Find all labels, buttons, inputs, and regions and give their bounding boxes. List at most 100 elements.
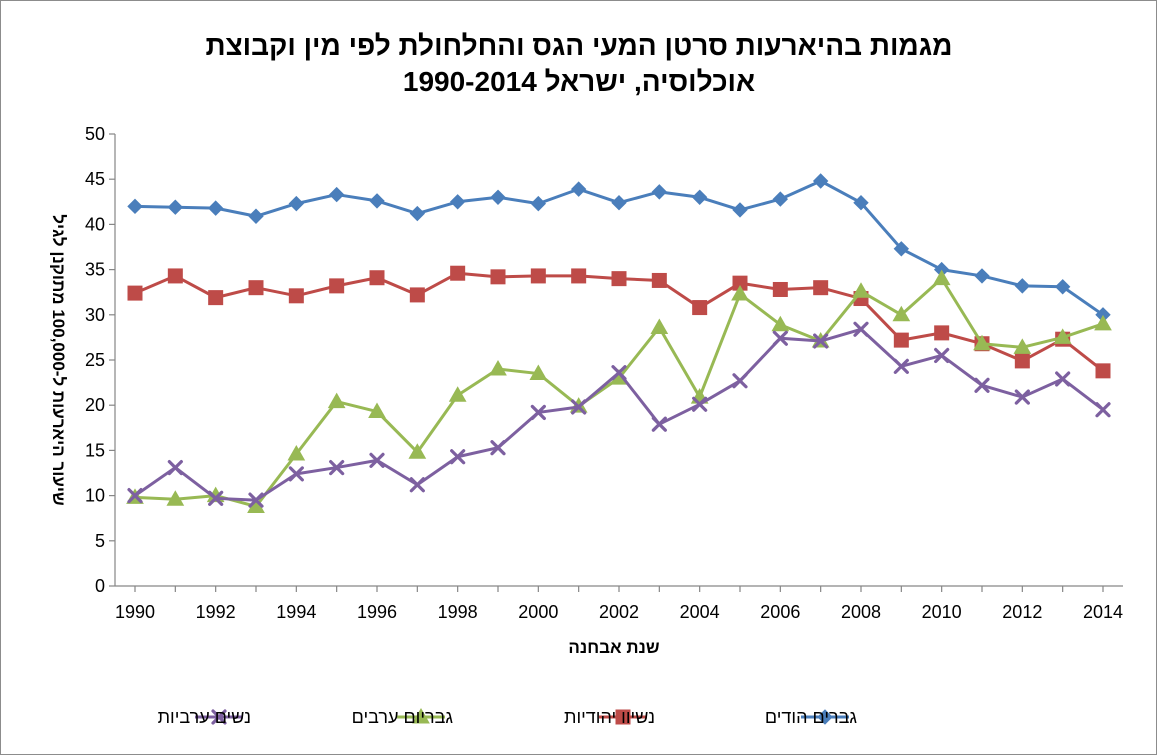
x-tick-label: 2012 [1002,602,1042,622]
x-tick-label: 2010 [922,602,962,622]
data-point [369,452,385,468]
x-tick-label: 1998 [438,602,478,622]
legend-label: נשים ערביות [158,707,251,727]
legend-marker [615,709,631,725]
legend-item: נשיוו יהודיות [564,707,655,727]
data-point [1014,278,1031,294]
data-point [571,268,587,284]
data-point [529,364,548,381]
data-point [368,402,386,419]
chart-title: מגמות בהיארעות סרטן המעי הגס והחלחולת לפ… [206,30,953,97]
data-point [409,205,426,222]
data-point [408,443,427,459]
data-point [974,377,990,393]
data-point [1014,353,1030,369]
data-point [852,282,870,298]
data-point [490,440,506,456]
data-point [167,268,183,284]
y-tick-label: 0 [95,576,105,596]
legend: גברים הודים נשיוו יהודיות גבריום ערבים נשים… [158,707,858,727]
data-point [893,241,910,257]
data-point [892,305,911,322]
data-point [571,399,587,415]
data-point [973,334,991,351]
x-tick-label: 2014 [1083,602,1123,622]
axes [109,133,1123,592]
y-tick-label: 25 [85,350,105,370]
y-tick-label: 40 [85,214,105,234]
data-point [490,189,506,205]
data-point [288,466,304,482]
y-tick-label: 30 [85,305,105,325]
legend-marker [412,707,430,724]
x-tick-label: 2006 [760,602,800,622]
data-point [166,490,185,506]
data-point [934,325,950,341]
data-point [772,330,788,346]
data-point [409,477,425,493]
y-tick-labels: 0 5 10 15 20 25 30 35 40 45 50 [85,124,105,596]
data-point [449,194,466,210]
series-line [134,271,1104,373]
data-point [1095,363,1111,379]
y-tick-label: 20 [85,395,105,415]
data-point [570,181,587,197]
data-point [650,318,669,334]
data-point [853,194,869,211]
series-2 [127,265,1111,379]
data-point [329,278,345,294]
data-point [691,189,708,205]
data-point [1014,389,1030,405]
legend-item: גברים הודים [765,707,857,727]
data-point [813,280,829,296]
data-point [329,459,345,476]
data-point [208,290,224,306]
x-tick-label: 2004 [680,602,720,622]
data-point [651,184,668,200]
x-tick-labels: 1990 1992 1994 1996 1998 2000 2002 2004 2006 2008… [115,602,1123,622]
chart-title-line-1: מגמות בהיארעות סרטן המעי הגס והחלחולת לפ… [206,30,953,61]
legend-label: נשיוו יהודיות [564,707,655,727]
legend-marker [817,709,833,725]
data-point [328,186,345,203]
data-point [530,195,547,212]
data-point [288,288,304,304]
data-point [448,386,467,402]
data-point [1055,371,1071,387]
data-point [932,269,951,286]
y-tick-label: 10 [85,486,105,506]
data-point [893,358,909,374]
data-point [127,285,143,301]
data-point [611,194,627,211]
data-point [813,333,829,349]
data-point [853,321,869,337]
data-point [327,392,346,409]
data-point [127,198,143,215]
data-point [772,281,788,297]
data-point [732,202,748,218]
y-tick-label: 50 [85,124,105,144]
data-point [611,271,627,287]
x-tick-label: 2002 [599,602,639,622]
data-point [288,195,305,212]
y-tick-label: 35 [85,260,105,280]
legend-label: גבריום ערבים [352,707,454,727]
series-group [126,173,1112,513]
series-1 [127,173,1111,323]
x-axis-title: שנת אבחנה [568,638,659,657]
data-point [207,200,224,216]
data-point [450,449,466,465]
data-point [1094,314,1112,331]
data-point [248,280,264,296]
data-point [1013,338,1032,354]
legend-marker [211,709,227,725]
legend-label: גברים הודים [765,707,857,727]
data-point [651,272,667,288]
data-point [167,199,184,215]
x-tick-label: 2008 [841,602,881,622]
series-3 [126,269,1112,513]
x-tick-label: 1994 [276,602,316,622]
data-point [248,492,264,508]
